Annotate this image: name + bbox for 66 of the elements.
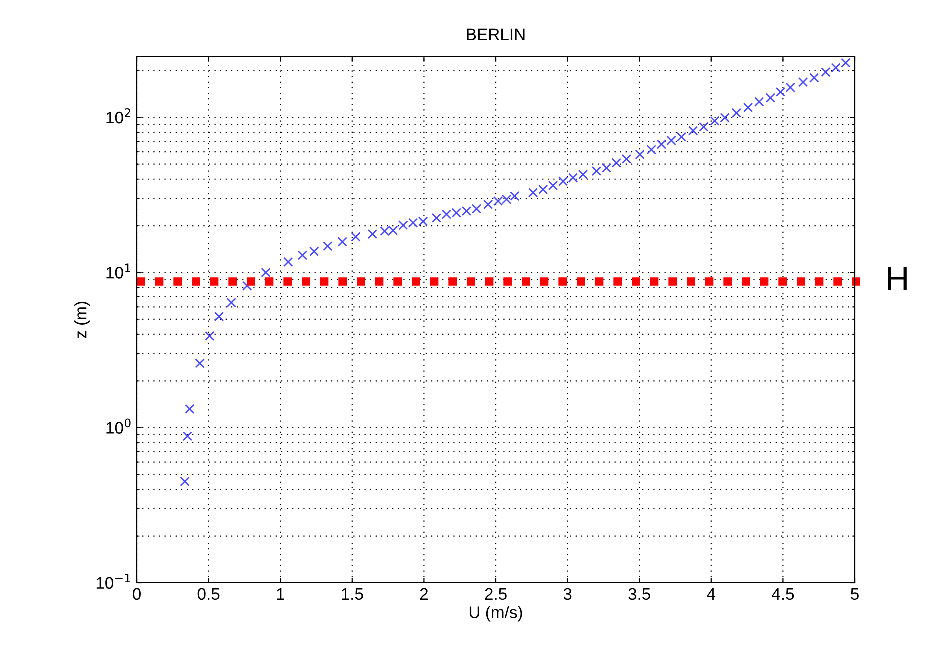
- x-tick-label: 4: [707, 588, 716, 600]
- point: [635, 150, 645, 160]
- point: [214, 312, 224, 322]
- x-tick-label: 3: [564, 588, 572, 600]
- point: [558, 176, 568, 186]
- point: [831, 63, 841, 73]
- point: [612, 158, 622, 168]
- point: [699, 122, 709, 132]
- x-tick-label: 4.5: [772, 588, 794, 600]
- y-tick-label: 10$^{2}$: [106, 108, 130, 124]
- point: [754, 97, 764, 107]
- point: [602, 163, 612, 173]
- point: [323, 241, 333, 252]
- point: [283, 257, 294, 268]
- point: [688, 126, 698, 136]
- x-tick-label: 0: [133, 588, 141, 600]
- point: [710, 116, 720, 126]
- point: [821, 67, 831, 78]
- y-axis-title: z (m): [74, 302, 90, 338]
- point: [592, 166, 602, 176]
- point: [205, 331, 215, 342]
- point: [810, 73, 820, 83]
- point: [195, 358, 205, 368]
- point: [743, 102, 754, 113]
- x-tick-label: 2: [420, 588, 428, 600]
- point: [484, 200, 494, 210]
- point: [646, 144, 657, 155]
- point: [676, 132, 687, 142]
- x-tick-label: 1: [277, 588, 284, 600]
- point: [622, 154, 632, 164]
- point: [298, 250, 308, 260]
- x-tick-label: 3.5: [628, 588, 650, 600]
- x-tick-label: 1.5: [342, 588, 364, 600]
- point: [732, 108, 742, 118]
- x-tick-label: 2.5: [485, 588, 507, 600]
- point: [666, 136, 676, 146]
- y-tick-label: 10$^{−1}$: [96, 574, 130, 590]
- point: [226, 298, 236, 308]
- point: [798, 77, 808, 88]
- point: [656, 140, 667, 150]
- x-axis-title: U (m/s): [470, 606, 522, 622]
- point: [180, 476, 190, 487]
- point: [185, 404, 195, 414]
- point: [766, 93, 776, 103]
- ref-line-label: H: [888, 267, 907, 290]
- point: [309, 246, 320, 256]
- y-tick-label: 10$^{0}$: [106, 418, 131, 434]
- y-tick-label: 10$^{1}$: [106, 264, 131, 279]
- point: [720, 113, 730, 123]
- point: [538, 184, 548, 195]
- point: [351, 232, 361, 242]
- point: [776, 87, 786, 98]
- point: [261, 268, 271, 278]
- point: [182, 432, 193, 442]
- point: [338, 237, 348, 247]
- point: [578, 170, 588, 180]
- point: [841, 58, 851, 68]
- point: [432, 213, 442, 223]
- point: [568, 173, 578, 183]
- x-tick-label: 0.5: [198, 588, 220, 600]
- chart-title: BERLIN: [467, 28, 525, 40]
- point: [548, 180, 558, 191]
- point: [528, 188, 538, 198]
- point: [786, 82, 796, 93]
- x-tick-label: 5: [851, 588, 859, 600]
- point: [368, 229, 378, 240]
